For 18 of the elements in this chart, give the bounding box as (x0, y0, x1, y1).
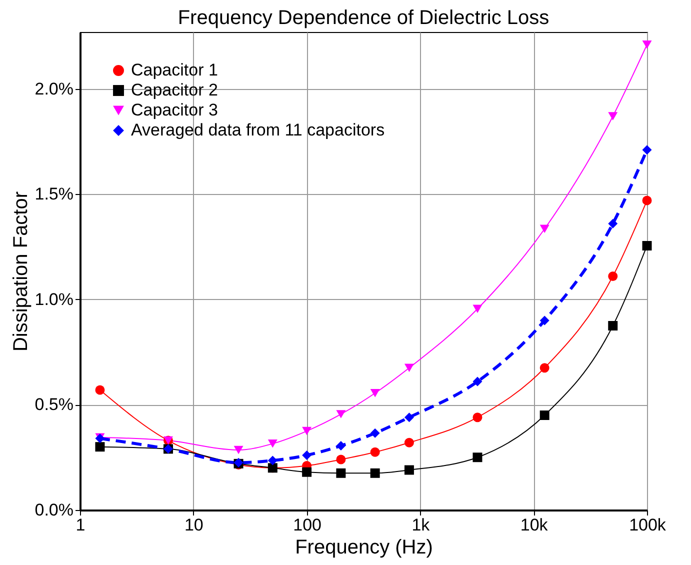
x-axis-title: Frequency (Hz) (295, 536, 433, 558)
y-tick-label: 1.0% (34, 290, 74, 309)
x-tick-label: 1 (76, 516, 86, 534)
legend-label: Capacitor 1 (131, 60, 218, 80)
y-tick-label: 1.5% (34, 184, 74, 204)
legend-label: Capacitor 3 (131, 100, 218, 120)
legend-label: Capacitor 2 (131, 80, 218, 100)
chart-title: Frequency Dependence of Dielectric Loss (178, 7, 550, 29)
x-tick-label: 10k (520, 516, 548, 534)
legend-label: Averaged data from 11 capacitors (131, 120, 385, 140)
x-tick-label: 1k (412, 516, 430, 534)
y-axis-title: Dissipation Factor (10, 191, 32, 352)
x-tick-label: 10 (184, 516, 204, 534)
x-tick-label: 100 (293, 516, 322, 534)
y-tick-label: 0.0% (34, 500, 74, 520)
x-tick-label: 100k (629, 516, 666, 534)
y-tick-label: 0.5% (34, 395, 74, 414)
y-tick-label: 2.0% (34, 79, 74, 98)
